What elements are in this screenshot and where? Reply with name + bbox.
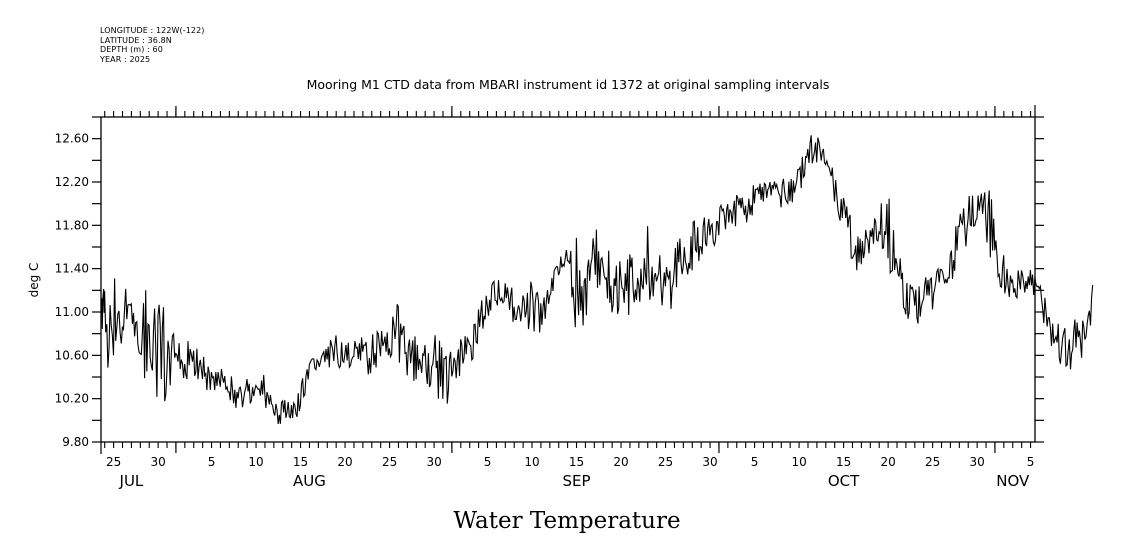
y-tick-label: 10.60 xyxy=(55,348,89,362)
x-tick-label: 10 xyxy=(524,455,539,469)
x-tick-label: 25 xyxy=(925,455,940,469)
chart-title: Mooring M1 CTD data from MBARI instrumen… xyxy=(307,77,830,92)
y-tick-label: 12.20 xyxy=(55,175,89,189)
x-tick-label: 30 xyxy=(969,455,984,469)
y-tick-label: 11.00 xyxy=(55,305,89,319)
x-month-label: AUG xyxy=(293,472,326,490)
x-tick-label: 20 xyxy=(337,455,352,469)
y-tick-label: 11.40 xyxy=(55,262,89,276)
x-tick-label: 10 xyxy=(248,455,263,469)
x-tick-label: 5 xyxy=(1027,455,1035,469)
x-tick-label: 30 xyxy=(702,455,717,469)
x-tick-label: 15 xyxy=(836,455,851,469)
x-tick-label: 25 xyxy=(658,455,673,469)
x-axis-ticks: 25 30 5 10 15 20 25 30 5 10 15 20 25 30 5 10 15 20 25 30 5 JU… xyxy=(100,105,1036,490)
x-tick-label: 30 xyxy=(150,455,165,469)
x-tick-label: 10 xyxy=(791,455,806,469)
x-tick-label: 5 xyxy=(484,455,492,469)
x-month-label: SEP xyxy=(563,472,591,490)
temperature-series-line xyxy=(100,135,1094,424)
longitude-label: LONGITUDE : 122W(-122) xyxy=(100,26,205,35)
x-tick-label: 20 xyxy=(880,455,895,469)
y-tick-label: 11.80 xyxy=(55,218,89,232)
x-tick-label: 15 xyxy=(293,455,308,469)
y-tick-label: 9.80 xyxy=(62,435,89,449)
location-metadata: LONGITUDE : 122W(-122) LATITUDE : 36.8N … xyxy=(100,26,205,64)
x-tick-label: 25 xyxy=(106,455,121,469)
latitude-label: LATITUDE : 36.8N xyxy=(100,35,172,45)
year-label: YEAR : 2025 xyxy=(100,54,151,64)
x-month-label: NOV xyxy=(996,472,1030,490)
x-tick-label: 5 xyxy=(208,455,216,469)
x-tick-label: 25 xyxy=(382,455,397,469)
x-tick-label: 5 xyxy=(751,455,759,469)
chart-bottom-title: Water Temperature xyxy=(453,508,680,534)
x-tick-label: 20 xyxy=(613,455,628,469)
y-tick-label: 10.20 xyxy=(55,392,89,406)
x-tick-label: 30 xyxy=(426,455,441,469)
y-axis-label: deg C xyxy=(27,263,41,298)
depth-label: DEPTH (m) : 60 xyxy=(100,45,163,54)
series-group xyxy=(100,135,1094,424)
x-tick-label: 15 xyxy=(569,455,584,469)
x-month-label: JUL xyxy=(119,472,144,490)
y-axis-ticks: 9.80 10.20 10.60 11.00 11.40 11.80 12.20 12.60 xyxy=(55,116,1044,449)
x-month-label: OCT xyxy=(828,472,860,490)
y-tick-label: 12.60 xyxy=(55,132,89,146)
